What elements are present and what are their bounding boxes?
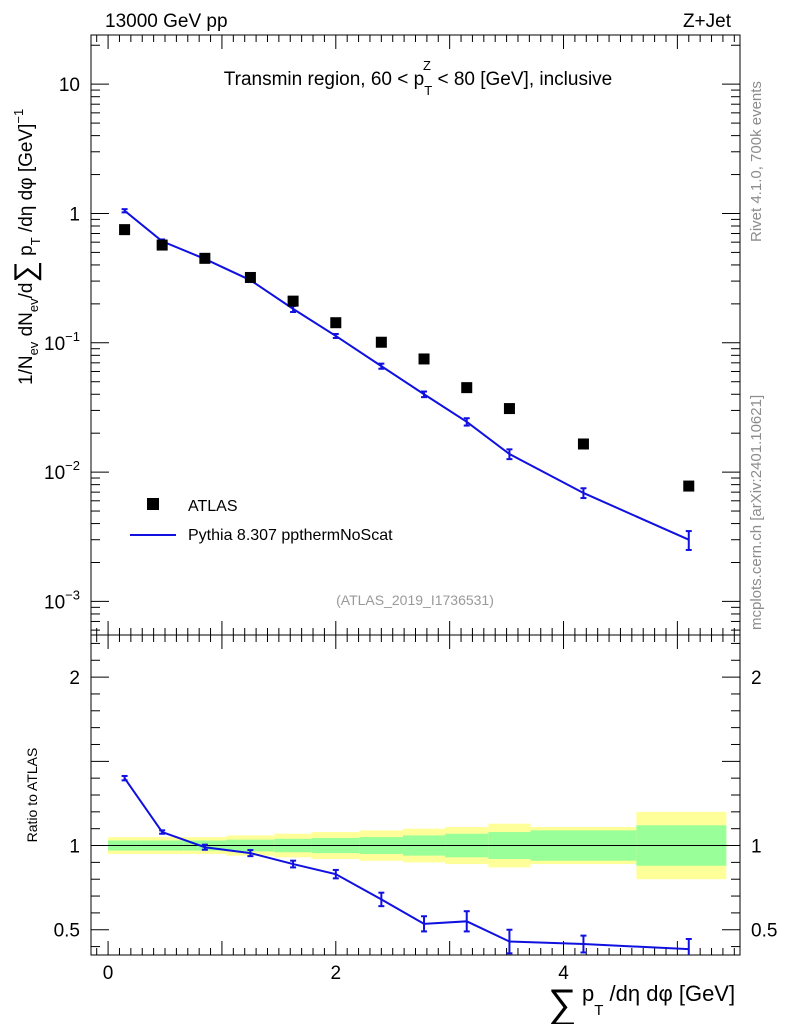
main-y-tick-label-4: 10−3 xyxy=(44,587,80,613)
chart-title-prefix: Transmin region, 60 < p xyxy=(224,69,424,90)
axes-ticks xyxy=(91,35,740,955)
ratio-uncertainty-bands xyxy=(108,811,727,880)
chart-title-suffix: < 80 [GeV], inclusive xyxy=(432,69,612,90)
chart-title-sup: Z xyxy=(423,58,431,73)
main-y-tick-base: 10 xyxy=(44,592,65,613)
atlas-data-point-3 xyxy=(244,271,256,283)
ratio-y-tick-label-right-1: 1 xyxy=(751,837,762,858)
data-series xyxy=(119,208,695,955)
atlas-data-point-4 xyxy=(287,295,299,307)
chart-title: Transmin region, 60 < pT < 80 [GeV], inc… xyxy=(224,69,613,98)
side-label-mcplots: mcplots.cern.ch [arXiv:2401.10621] xyxy=(748,395,765,630)
chart-title-sub: T xyxy=(424,83,432,98)
atlas-data-point-5 xyxy=(330,317,342,329)
main-y-tick-label-0: 10 xyxy=(59,75,80,96)
main-y-tick-label-2: 10−1 xyxy=(44,329,80,355)
x-tick-label-0: 0 xyxy=(103,963,114,984)
main-y-tick-base: 10 xyxy=(44,463,65,484)
x-axis-label-sub: T xyxy=(594,1002,603,1019)
header-process-label: Z+Jet xyxy=(683,11,732,32)
atlas-data-point-0 xyxy=(119,224,131,236)
ratio-y-tick-label-1: 1 xyxy=(69,837,80,858)
main-y-axis-label: 1/Nev dNev/d∑ pT /dη dφ [GeV]−1 xyxy=(9,109,43,385)
atlas-data-point-1 xyxy=(156,239,168,251)
atlas-data-point-10 xyxy=(577,438,589,450)
main-frame xyxy=(90,34,741,636)
main-y-tick-base: 10 xyxy=(44,334,65,355)
main-y-tick-label-1: 1 xyxy=(69,204,80,225)
pythia-ratio-group xyxy=(121,774,692,955)
atlas-data-point-7 xyxy=(418,353,430,365)
atlas-data-point-9 xyxy=(503,403,515,415)
atlas-data-point-11 xyxy=(683,480,695,492)
main-y-tick-label-3: 10−2 xyxy=(44,458,80,484)
main-y-tick-exp: −1 xyxy=(65,329,80,344)
x-tick-label-1: 2 xyxy=(331,963,342,984)
x-axis-label-p: p xyxy=(582,981,594,1006)
ratio-y-tick-label-0: 2 xyxy=(69,668,80,689)
ratio-y-tick-label-right-0: 2 xyxy=(751,668,762,689)
legend-atlas-marker xyxy=(147,498,159,510)
atlas-data-point-8 xyxy=(461,382,473,394)
side-label-rivet: Rivet 4.1.0, 700k events xyxy=(748,81,765,242)
x-axis-label: pT /dη dφ [GeV] xyxy=(582,981,735,1019)
ratio-y-tick-label-right-2: 0.5 xyxy=(751,921,777,942)
legend-atlas-label: ATLAS xyxy=(188,498,238,515)
pythia-line xyxy=(123,209,690,541)
x-axis-label-rest: /dη dφ [GeV] xyxy=(603,981,735,1006)
pythia-ratio-line xyxy=(123,777,689,951)
header-energy-label: 13000 GeV pp xyxy=(105,11,228,32)
x-axis-sum-symbol: ∑ xyxy=(548,982,577,1024)
analysis-watermark: (ATLAS_2019_I1736531) xyxy=(336,592,494,608)
atlas-data-point-6 xyxy=(375,336,387,348)
ratio-y-axis-label: Ratio to ATLAS xyxy=(24,748,40,843)
legend-pythia-label: Pythia 8.307 ppthermNoScat xyxy=(188,527,393,544)
main-y-tick-exp: −3 xyxy=(65,587,80,602)
ratio-y-tick-label-2: 0.5 xyxy=(54,921,80,942)
atlas-data-point-2 xyxy=(199,252,211,264)
ratio-frame xyxy=(90,634,741,956)
main-y-tick-exp: −2 xyxy=(65,458,80,473)
x-tick-label-2: 4 xyxy=(558,963,569,984)
